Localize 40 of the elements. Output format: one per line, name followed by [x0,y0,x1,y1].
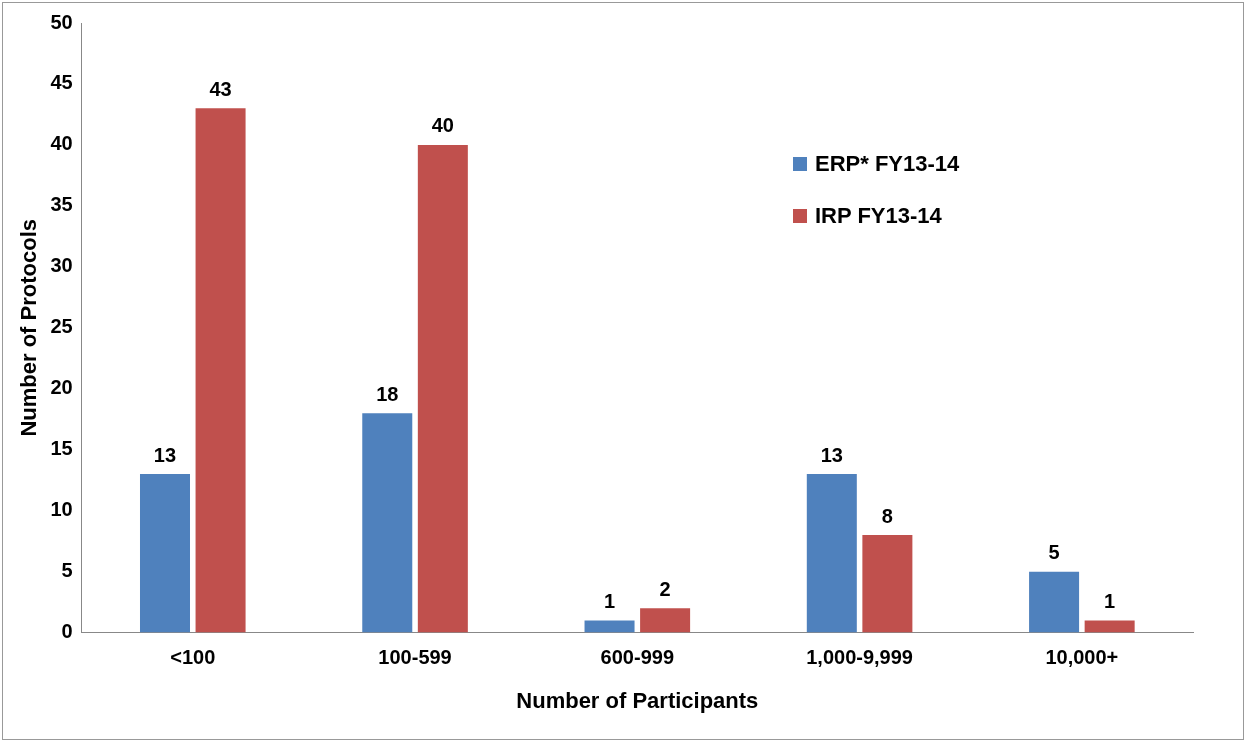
bar [584,620,635,633]
data-label: 13 [820,443,843,466]
x-tick-label: <100 [170,646,216,669]
data-label: 13 [153,443,177,466]
x-axis-title: Number of Participants [516,687,759,713]
x-tick-label: 100-599 [378,646,452,669]
y-tick-label: 15 [50,437,73,460]
data-label: 5 [1048,541,1060,564]
y-tick-label: 40 [50,132,73,155]
x-tick-label: 600-999 [600,646,675,669]
bar [640,608,691,633]
data-label: 1 [603,589,616,612]
data-label: 40 [431,114,454,137]
data-label: 1 [1104,589,1116,612]
y-tick-label: 20 [50,376,73,399]
y-tick-label: 5 [61,559,73,582]
bar [806,474,857,633]
y-tick-label: 25 [50,315,73,338]
y-tick-label: 50 [50,10,73,33]
bar [362,413,413,633]
y-tick-label: 0 [61,620,73,643]
x-tick-label: 1,000-9,999 [806,646,913,669]
data-label: 2 [659,577,671,600]
y-tick-label: 35 [50,193,73,216]
bar [195,108,246,633]
legend-label: ERP* FY13-14 [815,151,960,176]
data-label: 43 [209,77,232,100]
y-tick-label: 10 [50,498,73,521]
bar [417,144,468,633]
bar [1084,620,1135,633]
y-tick-label: 30 [50,254,73,277]
data-label: 8 [881,504,893,527]
bar [1029,571,1080,633]
y-tick-label: 45 [50,71,73,94]
legend-label: IRP FY13-14 [815,203,942,228]
x-tick-label: 10,000+ [1045,646,1119,669]
bar [862,535,913,633]
y-axis-title: Number of Protocols [16,219,42,437]
bar [139,474,190,633]
data-label: 18 [376,382,399,405]
